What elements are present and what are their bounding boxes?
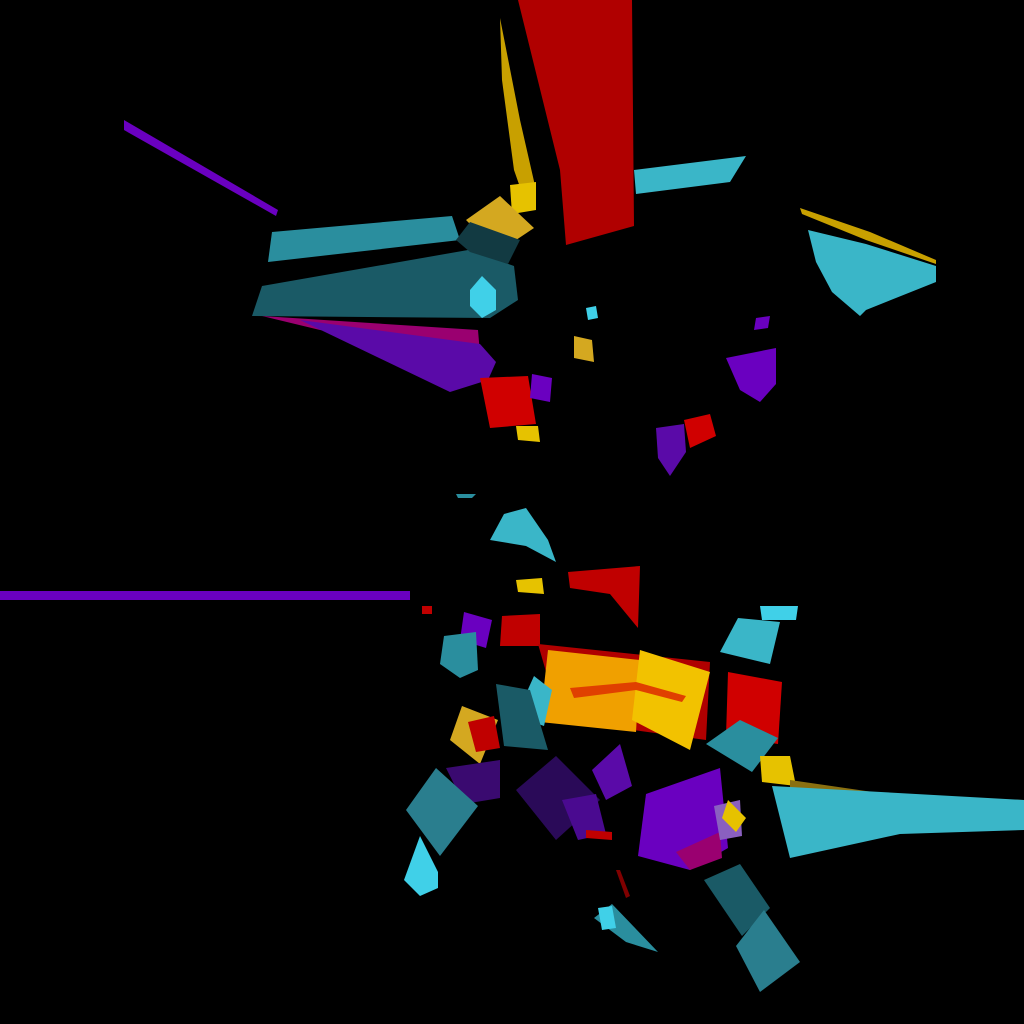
purple-chip-mid bbox=[530, 374, 552, 402]
cyan-wedge-lower-right bbox=[772, 786, 1024, 858]
red-chip-lower-left bbox=[500, 614, 540, 646]
purple-shard-mid-right bbox=[656, 424, 686, 476]
gold-block-top bbox=[466, 196, 534, 252]
yellow-tab-lower-right bbox=[760, 756, 796, 786]
cyan-arc-center bbox=[490, 508, 556, 562]
red-line-bottom bbox=[616, 870, 630, 898]
dark-connector bbox=[456, 222, 520, 264]
red-bar-top bbox=[518, 0, 634, 245]
teal-block-bottom bbox=[704, 864, 770, 936]
yellow-chip-lower bbox=[516, 578, 544, 594]
yellow-sliver-right bbox=[800, 208, 936, 264]
cyan-drop-left bbox=[470, 276, 496, 318]
gold-chip bbox=[574, 336, 594, 362]
cyan-chip-small bbox=[586, 306, 598, 320]
yellow-block-center bbox=[632, 650, 710, 750]
teal-chip-right bbox=[706, 720, 778, 772]
red-chip-left bbox=[468, 716, 500, 752]
yellow-chip-mid bbox=[516, 426, 540, 442]
purple-chip-lower bbox=[592, 744, 632, 800]
cyan-fan-right bbox=[808, 230, 936, 316]
magenta-chip-lower bbox=[676, 832, 722, 870]
red-dot-lower bbox=[422, 606, 432, 614]
red-shard-mid-right bbox=[684, 414, 716, 448]
purple-wedge bbox=[300, 320, 496, 392]
teal-wedge-left bbox=[252, 250, 518, 318]
purple-chip-lower-2 bbox=[562, 794, 606, 840]
cyan-drop-lower-left bbox=[404, 836, 438, 896]
red-streak-center bbox=[570, 682, 686, 702]
cyan-sliver-lower-right bbox=[760, 606, 798, 620]
purple-blob-right bbox=[726, 348, 776, 402]
purple-streak-upper-left bbox=[124, 120, 278, 216]
teal-block-bottom-right bbox=[736, 910, 800, 992]
teal-chip-center-left bbox=[496, 684, 548, 750]
yellow-chip-lower-right bbox=[722, 800, 746, 832]
red-square-left bbox=[480, 376, 536, 428]
purple-streak-middle-left bbox=[0, 591, 410, 600]
red-slab-lower bbox=[568, 566, 640, 628]
yellow-block-top bbox=[510, 182, 536, 214]
cyan-bar-upper-left bbox=[268, 216, 460, 262]
cyan-bar-upper-right bbox=[634, 156, 746, 194]
teal-block-lower-left bbox=[406, 768, 478, 856]
yellow-sliver-top bbox=[500, 18, 536, 210]
purple-chip-right bbox=[754, 316, 770, 330]
teal-chip-lower-left bbox=[440, 632, 478, 678]
teal-chip-center bbox=[456, 494, 476, 498]
cyan-chip-lower-right bbox=[720, 618, 780, 664]
red-sliver-lower bbox=[586, 830, 612, 840]
cyan-chip-bottom bbox=[598, 906, 616, 930]
